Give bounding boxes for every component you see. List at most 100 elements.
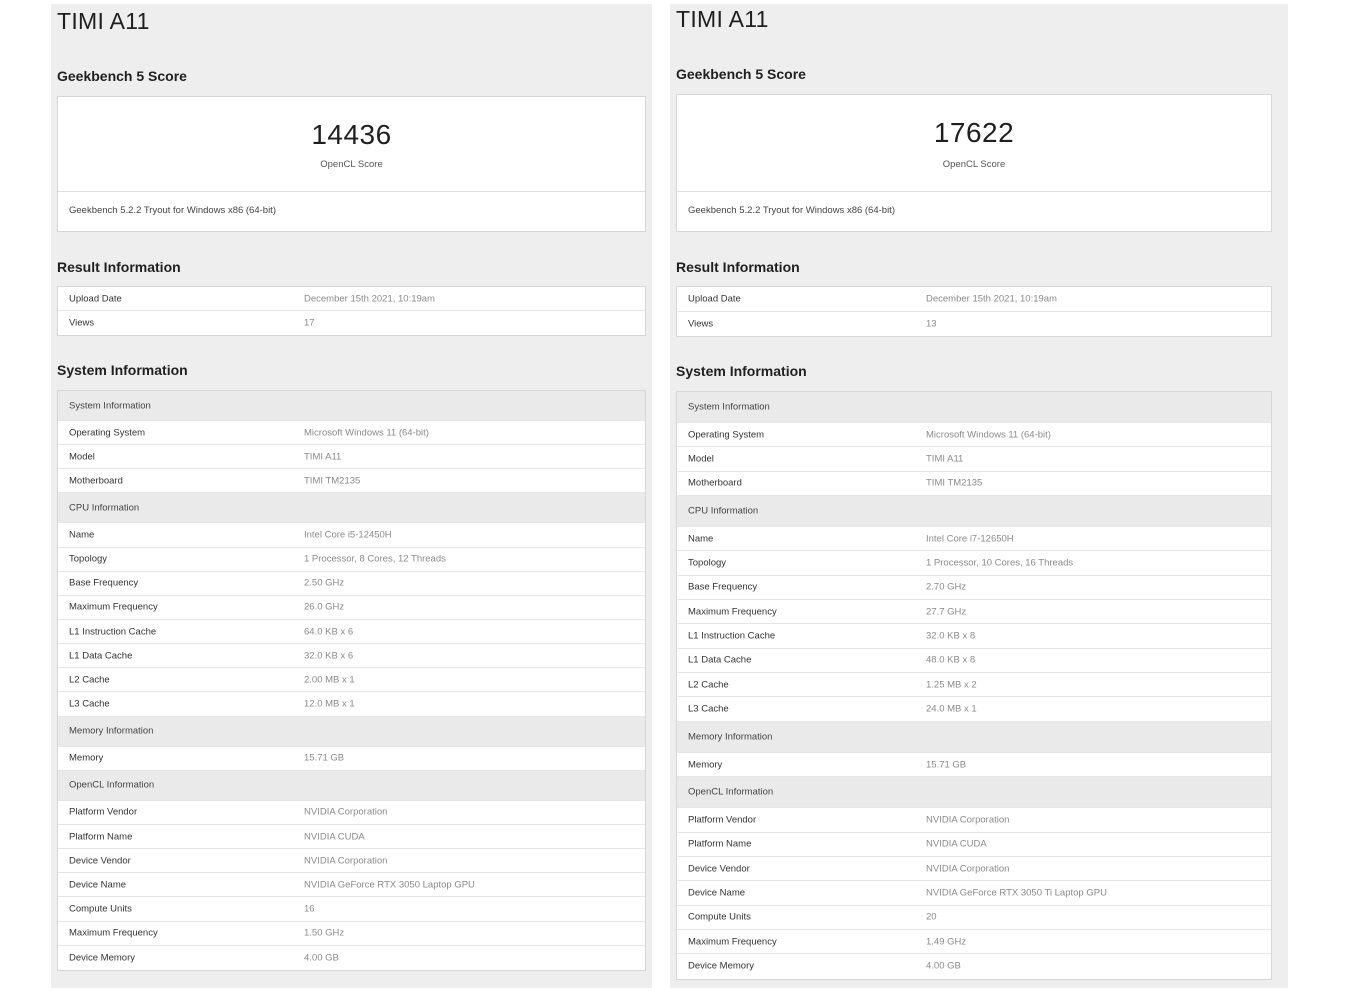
table-row: Platform Name NVIDIA CUDA [677,833,1271,857]
table-row: Motherboard TIMI TM2135 [677,472,1271,497]
result-information-table: Upload Date December 15th 2021, 10:19am Vi… [57,286,646,336]
table-row: L3 Cache 12.0 MB x 1 [58,693,645,717]
table-row: Upload Date December 15th 2021, 10:19am [58,287,645,311]
row-value: December 15th 2021, 10:19am [926,293,1057,305]
table-row: Maximum Frequency 1.50 GHz [58,922,645,946]
row-label: Motherboard [688,477,742,489]
device-title: TIMI A11 [57,8,150,34]
system-information-table: System Information Operating System Micros… [57,390,646,971]
row-value: 24.0 MB x 1 [926,703,977,715]
row-value: December 15th 2021, 10:19am [304,293,435,304]
section-header-label: CPU Information [688,505,759,517]
table-row: L2 Cache 1.25 MB x 2 [677,673,1271,698]
row-label: Name [688,533,714,545]
row-label: Maximum Frequency [69,601,158,613]
table-row: Views 13 [677,312,1271,337]
section-header-label: CPU Information [69,502,140,514]
table-row: Maximum Frequency 26.0 GHz [58,596,645,621]
row-value: NVIDIA Corporation [304,806,388,818]
row-value: 1.49 GHz [926,936,967,948]
row-value: 1.25 MB x 2 [926,679,977,691]
row-label: Maximum Frequency [69,927,158,939]
row-value: NVIDIA CUDA [304,831,365,842]
row-value: 2.70 GHz [926,581,967,593]
row-label: Upload Date [688,293,741,305]
table-section-header: OpenCL Information [677,777,1271,809]
row-label: Base Frequency [688,581,758,593]
geekbench-version: Geekbench 5.2.2 Tryout for Windows x86 (… [688,205,895,216]
row-value: NVIDIA Corporation [926,814,1010,826]
row-value: NVIDIA GeForce RTX 3050 Laptop GPU [304,879,475,891]
table-row: Device Vendor NVIDIA Corporation [677,857,1271,882]
row-value: 2.50 GHz [304,577,345,589]
table-row: Model TIMI A11 [677,447,1271,472]
row-value: TIMI A11 [926,453,964,465]
row-value: 32.0 KB x 6 [304,650,354,662]
table-row: Name Intel Core i5-12450H [58,523,645,548]
row-label: L3 Cache [69,698,110,710]
row-value: NVIDIA GeForce RTX 3050 Ti Laptop GPU [926,887,1107,899]
result-panel-left: TIMI A11 Geekbench 5 Score 14436 OpenCL Sco… [51,4,652,988]
row-value: 15.71 GB [304,752,345,764]
table-row: Memory 15.71 GB [58,747,645,771]
table-row: Maximum Frequency 1.49 GHz [677,930,1271,955]
row-label: Memory [688,759,723,771]
row-label: Upload Date [69,293,122,304]
table-row: Device Name NVIDIA GeForce RTX 3050 Ti La… [677,881,1271,906]
table-row: Model TIMI A11 [58,445,645,470]
row-label: Model [69,451,95,463]
row-label: Device Name [688,887,746,899]
row-label: L1 Data Cache [688,654,752,666]
row-value: NVIDIA CUDA [926,838,987,850]
section-header-label: Memory Information [69,725,154,737]
table-row: L1 Instruction Cache 64.0 KB x 6 [58,620,645,645]
row-label: Motherboard [69,475,123,487]
score-heading: Geekbench 5 Score [676,66,806,82]
table-row: Device Vendor NVIDIA Corporation [58,849,645,874]
table-row: Upload Date December 15th 2021, 10:19am [677,287,1271,312]
row-label: Device Memory [688,960,754,972]
opencl-score-label: OpenCL Score [320,159,383,170]
row-label: Device Vendor [688,863,750,875]
row-label: Operating System [69,427,146,439]
row-label: Maximum Frequency [688,606,777,618]
row-value: 15.71 GB [926,759,967,771]
row-label: Compute Units [69,903,132,915]
row-value: Microsoft Windows 11 (64-bit) [926,429,1051,441]
row-label: Maximum Frequency [688,936,777,948]
table-row: Platform Name NVIDIA CUDA [58,825,645,850]
row-label: Base Frequency [69,577,139,589]
opencl-score-value: 17622 [933,117,1015,148]
table-section-header: OpenCL Information [58,770,645,801]
row-label: Topology [688,557,727,569]
row-value: 1 Processor, 10 Cores, 16 Threads [926,557,1074,569]
row-label: L1 Instruction Cache [69,626,157,638]
row-label: L1 Data Cache [69,650,133,662]
table-row: Maximum Frequency 27.7 GHz [677,600,1271,625]
row-label: L2 Cache [688,679,729,691]
table-row: Compute Units 20 [677,906,1271,930]
row-label: L3 Cache [688,703,729,715]
result-panel-right: TIMI A11 Geekbench 5 Score 17622 OpenCL Sco… [670,4,1288,988]
section-header-label: System Information [69,400,151,411]
table-row: L1 Instruction Cache 32.0 KB x 8 [677,624,1271,649]
row-label: Device Memory [69,952,135,964]
row-label: Views [688,318,714,330]
row-value: 17 [304,317,315,329]
result-information-heading: Result Information [57,259,181,275]
row-label: Name [69,529,95,541]
score-heading: Geekbench 5 Score [57,68,187,84]
opencl-score-value: 14436 [311,119,392,150]
table-row: L1 Data Cache 32.0 KB x 6 [58,644,645,669]
system-information-heading: System Information [57,362,188,378]
row-value: 64.0 KB x 6 [304,626,354,638]
row-value: 26.0 GHz [304,601,345,613]
row-label: Model [688,453,714,465]
score-card: 17622 OpenCL Score Geekbench 5.2.2 Tryout … [676,94,1272,232]
table-row: Base Frequency 2.50 GHz [58,572,645,596]
row-value: Intel Core i5-12450H [304,529,392,541]
geekbench-version: Geekbench 5.2.2 Tryout for Windows x86 (… [69,205,276,216]
section-header-label: OpenCL Information [688,786,774,798]
row-label: Platform Vendor [688,814,757,826]
table-row: Compute Units 16 [58,897,645,922]
